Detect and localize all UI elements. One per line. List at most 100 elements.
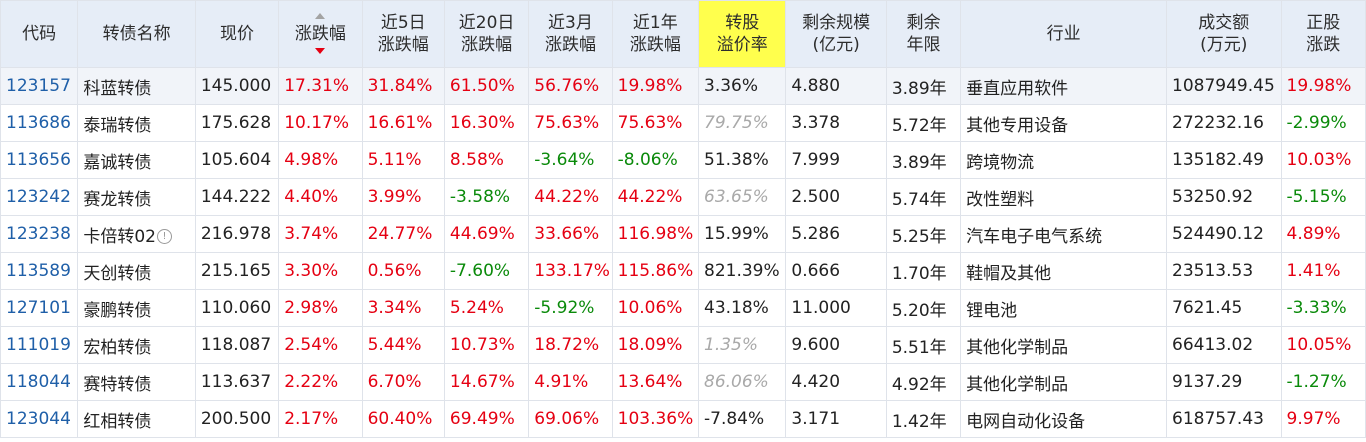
cell-change-text: 17.31%: [284, 76, 350, 96]
table-row[interactable]: 123238 卡倍转02! 216.978 3.74% 24.77% 44.69% 33.6…: [0, 215, 1366, 253]
cell-name-text[interactable]: 天创转债: [83, 263, 152, 284]
cell-1y-change: 10.06%: [611, 289, 700, 327]
table-row[interactable]: 118044 赛特转债 113.637 2.22% 6.70% 14.67% 4.91% 13…: [0, 363, 1366, 401]
col-header-price[interactable]: 现价: [194, 0, 280, 68]
cell-code-text[interactable]: 127101: [6, 298, 71, 318]
cell-name[interactable]: 赛特转债: [77, 363, 196, 401]
cell-code-text[interactable]: 113589: [6, 261, 71, 281]
cell-premium-text: 821.39%: [704, 261, 780, 281]
cell-name[interactable]: 赛龙转债: [77, 178, 196, 216]
table-row[interactable]: 113656 嘉诚转债 105.604 4.98% 5.11% 8.58% -3.64% -8…: [0, 141, 1366, 179]
sort-control[interactable]: 涨跌幅: [295, 13, 346, 54]
cell-code[interactable]: 111019: [0, 326, 79, 364]
sort-asc-icon: [315, 13, 326, 19]
cell-name-text[interactable]: 赛龙转债: [83, 189, 152, 210]
col-header-20d[interactable]: 近20日 涨跌幅: [443, 0, 530, 68]
table-row[interactable]: 123157 科蓝转债 145.000 17.31% 31.84% 61.50% 56.76…: [0, 67, 1366, 105]
cell-years-text: 4.92年: [891, 374, 947, 395]
cell-scale-text: 11.000: [791, 298, 851, 318]
cell-code-text[interactable]: 113686: [6, 113, 71, 133]
cell-code-text[interactable]: 123238: [6, 224, 71, 244]
cell-name[interactable]: 天创转债: [77, 252, 196, 290]
col-header-stock-change[interactable]: 正股 涨跌: [1280, 0, 1366, 68]
col-header-scale[interactable]: 剩余规模 (亿元): [785, 0, 887, 68]
cell-premium: 79.75%: [698, 104, 787, 142]
cell-name-text[interactable]: 科蓝转债: [83, 78, 152, 99]
cell-20d-change: 8.58%: [443, 141, 530, 179]
table-row[interactable]: 127101 豪鹏转债 110.060 2.98% 3.34% 5.24% -5.92% 10…: [0, 289, 1366, 327]
cell-price: 105.604: [194, 141, 280, 179]
col-header-3m[interactable]: 近3月 涨跌幅: [528, 0, 613, 68]
cell-1y-change-text: 18.09%: [617, 335, 683, 355]
table-row[interactable]: 123044 红相转债 200.500 2.17% 60.40% 69.49% 69.06%…: [0, 400, 1366, 438]
cell-name-text[interactable]: 豪鹏转债: [83, 300, 152, 321]
cell-20d-change: 69.49%: [443, 400, 530, 438]
cell-code[interactable]: 127101: [0, 289, 79, 327]
cell-name[interactable]: 豪鹏转债: [77, 289, 196, 327]
cell-1y-change: 103.36%: [611, 400, 700, 438]
cell-stock-change-text: -3.33%: [1286, 298, 1347, 318]
col-header-change[interactable]: 涨跌幅: [278, 0, 363, 68]
cell-name[interactable]: 科蓝转债: [77, 67, 196, 105]
cell-premium: -7.84%: [698, 400, 787, 438]
table-row[interactable]: 111019 宏柏转债 118.087 2.54% 5.44% 10.73% 18.72% 1…: [0, 326, 1366, 364]
cell-code[interactable]: 123238: [0, 215, 79, 253]
cell-name-text[interactable]: 嘉诚转债: [83, 152, 152, 173]
cell-20d-change-text: -7.60%: [449, 261, 511, 281]
cell-code-text[interactable]: 113656: [6, 150, 71, 170]
cell-code-text[interactable]: 123157: [6, 76, 71, 96]
col-header-1y[interactable]: 近1年 涨跌幅: [611, 0, 700, 68]
table-row[interactable]: 113686 泰瑞转债 175.628 10.17% 16.61% 16.30% 75.63…: [0, 104, 1366, 142]
cell-code[interactable]: 123242: [0, 178, 79, 216]
cell-5d-change: 3.34%: [361, 289, 445, 327]
cell-industry: 其他化学制品: [960, 326, 1168, 364]
cell-premium: 43.18%: [698, 289, 787, 327]
cell-5d-change: 31.84%: [361, 67, 445, 105]
cell-code[interactable]: 123044: [0, 400, 79, 438]
cell-3m-change-text: 56.76%: [534, 76, 600, 96]
cell-name[interactable]: 红相转债: [77, 400, 196, 438]
col-header-code[interactable]: 代码: [0, 0, 79, 68]
table-row[interactable]: 123242 赛龙转债 144.222 4.40% 3.99% -3.58% 44.22% 4…: [0, 178, 1366, 216]
cell-name-text[interactable]: 宏柏转债: [83, 337, 152, 358]
col-header-volume[interactable]: 成交额 (万元): [1166, 0, 1282, 68]
cell-5d-change: 5.44%: [361, 326, 445, 364]
cell-code-text[interactable]: 118044: [6, 372, 71, 392]
cell-code[interactable]: 113589: [0, 252, 79, 290]
cell-name-text[interactable]: 泰瑞转债: [83, 115, 152, 136]
cell-name[interactable]: 宏柏转债: [77, 326, 196, 364]
cell-name[interactable]: 泰瑞转债: [77, 104, 196, 142]
col-header-name[interactable]: 转债名称: [77, 0, 196, 68]
cell-scale: 5.286: [785, 215, 887, 253]
cell-5d-change: 16.61%: [361, 104, 445, 142]
cell-name-text[interactable]: 红相转债: [83, 411, 152, 432]
col-header-5d[interactable]: 近5日 涨跌幅: [361, 0, 445, 68]
cell-name-text[interactable]: 赛特转债: [83, 374, 152, 395]
col-header-years[interactable]: 剩余 年限: [885, 0, 962, 68]
table-row[interactable]: 113589 天创转债 215.165 3.30% 0.56% -7.60% 133.17%…: [0, 252, 1366, 290]
cell-code-text[interactable]: 123044: [6, 409, 71, 429]
cell-years: 3.89年: [885, 67, 962, 105]
cell-3m-change: 44.22%: [528, 178, 613, 216]
cell-name[interactable]: 嘉诚转债: [77, 141, 196, 179]
cell-code[interactable]: 118044: [0, 363, 79, 401]
cell-volume-text: 1087949.45: [1172, 76, 1275, 96]
cell-name-text[interactable]: 卡倍转02: [83, 226, 156, 247]
cell-code-text[interactable]: 123242: [6, 187, 71, 207]
cell-5d-change: 0.56%: [361, 252, 445, 290]
cell-code[interactable]: 123157: [0, 67, 79, 105]
cell-volume: 53250.92: [1166, 178, 1282, 216]
col-header-premium[interactable]: 转股 溢价率: [698, 0, 787, 68]
cell-3m-change: 18.72%: [528, 326, 613, 364]
cell-1y-change-text: 116.98%: [617, 224, 694, 244]
info-circle-icon[interactable]: !: [156, 229, 172, 244]
cell-code-text[interactable]: 111019: [6, 335, 71, 355]
cell-3m-change: 56.76%: [528, 67, 613, 105]
cell-5d-change-text: 3.99%: [367, 187, 422, 207]
cell-code[interactable]: 113656: [0, 141, 79, 179]
cell-20d-change: 61.50%: [443, 67, 530, 105]
cell-code[interactable]: 113686: [0, 104, 79, 142]
col-header-industry[interactable]: 行业: [960, 0, 1168, 68]
cell-name[interactable]: 卡倍转02!: [77, 215, 196, 253]
